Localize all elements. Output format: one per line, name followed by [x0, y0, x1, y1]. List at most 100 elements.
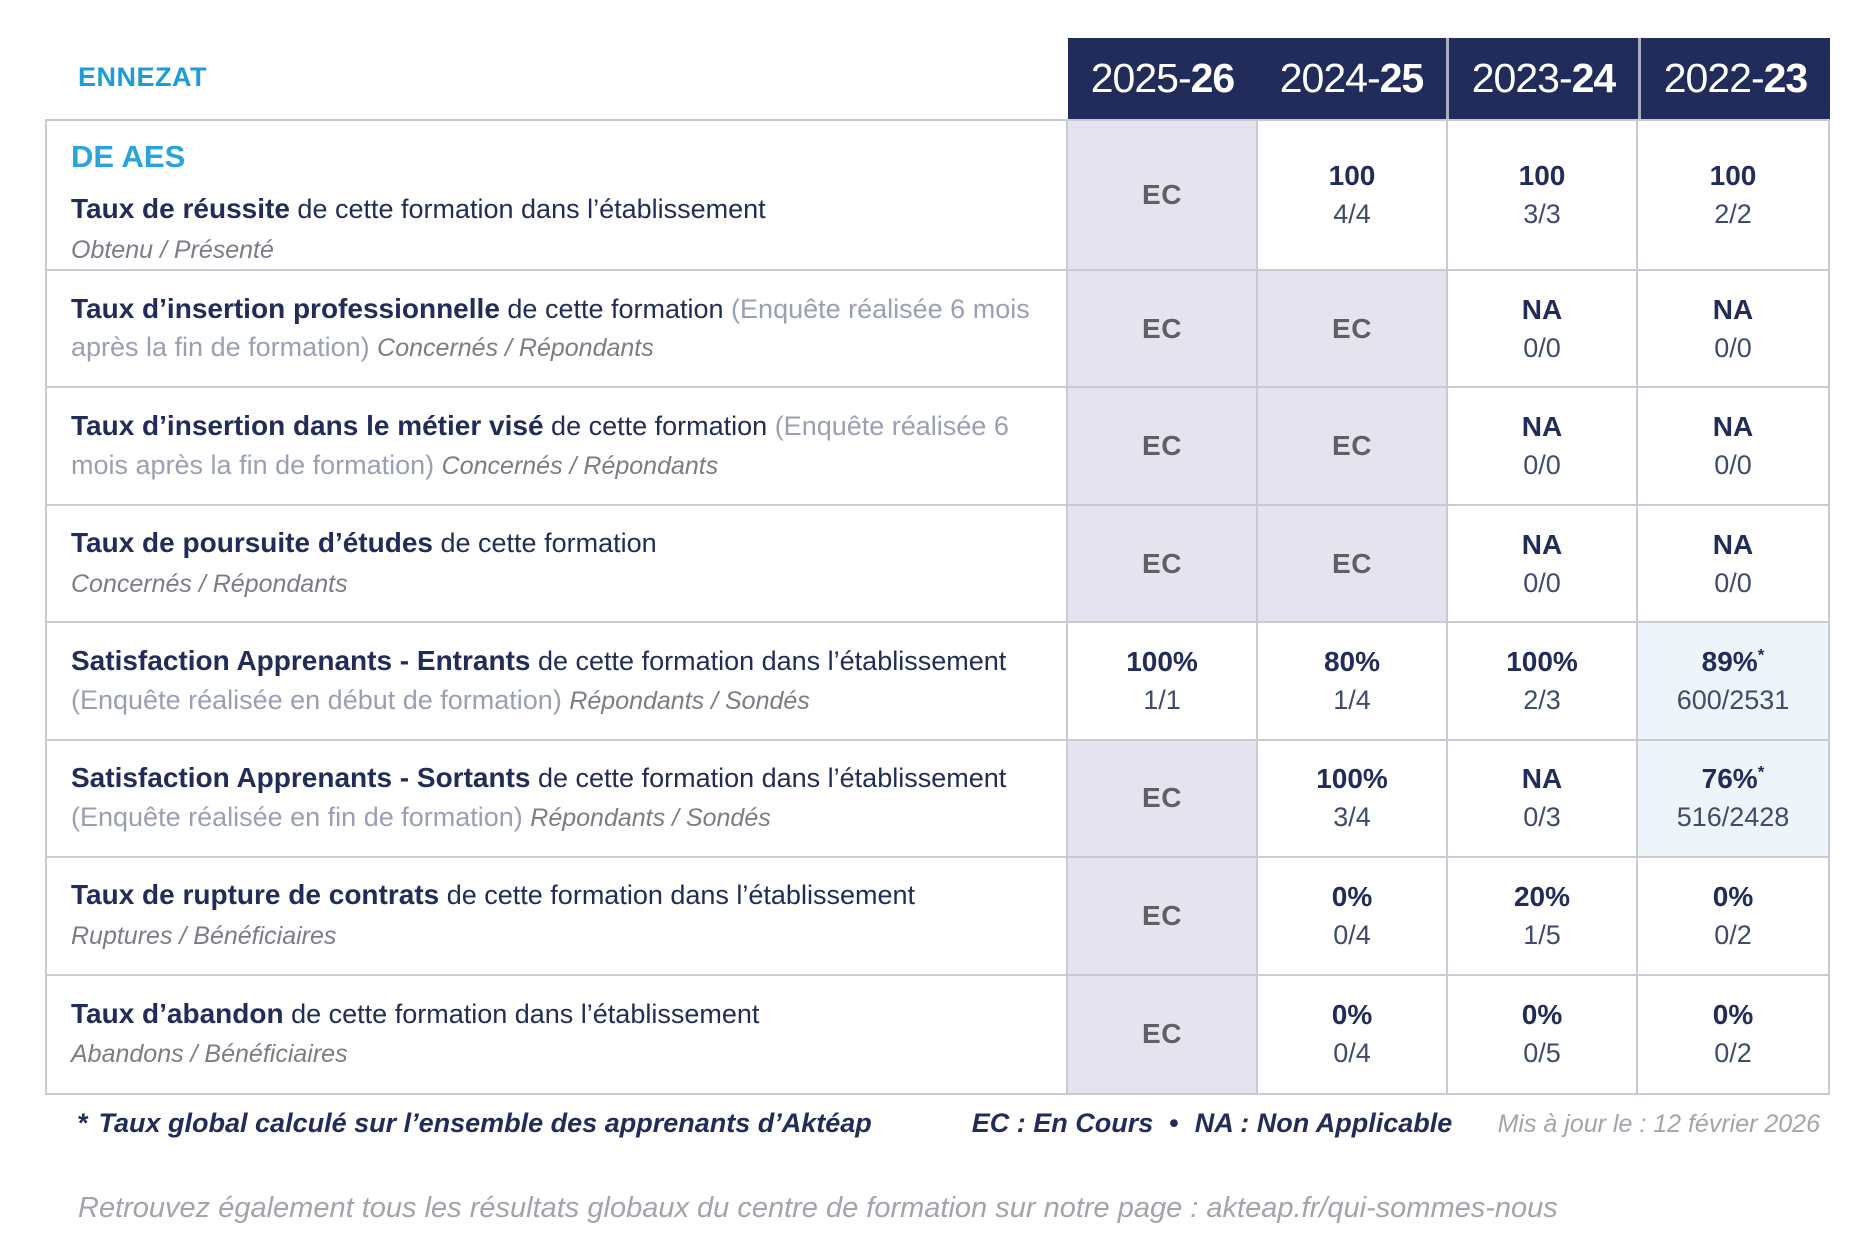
asterisk-marker: * — [1757, 645, 1765, 665]
year-prefix: 2025- — [1090, 55, 1192, 101]
cell-main-value: NA — [1713, 529, 1753, 561]
metric-description: de cette formation dans l’établissement — [538, 763, 1007, 794]
cell-ec: EC — [1258, 388, 1448, 506]
cell-main-value: 100% — [1316, 763, 1388, 795]
metric-survey-note: (Enquête réalisée 6 mois après la fin de… — [71, 293, 1030, 363]
metric-label: Taux de poursuite d’études de cette form… — [71, 523, 1040, 563]
year-suffix: 26 — [1190, 55, 1236, 101]
cell-main-value: 100 — [1710, 160, 1757, 192]
cell-ec: EC — [1068, 740, 1258, 859]
cell-main-value: 0% — [1332, 999, 1372, 1031]
cell-ec: EC — [1068, 271, 1258, 389]
cell-main-value: NA — [1522, 763, 1562, 795]
metric-survey-note: (Enquête réalisée en début de formation) — [71, 684, 562, 715]
metric-title: Satisfaction Apprenants - Entrants — [71, 644, 531, 676]
cell-main-value-text: 100% — [1316, 763, 1388, 795]
cell-value: 0% 0/4 — [1258, 858, 1448, 976]
cell-main-value: 0% — [1713, 881, 1753, 913]
cell-fraction: 0/0 — [1523, 450, 1561, 481]
legend-ec: EC : En Cours — [971, 1108, 1154, 1138]
metric-description: de cette formation dans l’établissement — [446, 880, 915, 911]
cell-main-value: 100% — [1506, 646, 1578, 678]
cell-main-value: 100% — [1126, 646, 1198, 678]
cell-main-value-text: NA — [1521, 763, 1563, 795]
cell-main-value: 100 — [1329, 160, 1376, 192]
cell-main-value: 20% — [1514, 881, 1570, 913]
ec-value: EC — [1332, 547, 1372, 579]
cell-main-value-text: 100 — [1328, 160, 1376, 191]
metric-ratio-caption: Répondants / Sondés — [530, 804, 771, 833]
year-suffix: 23 — [1763, 55, 1809, 101]
metric-ratio-caption: Obtenu / Présenté — [71, 235, 274, 264]
cell-value: 0% 0/4 — [1258, 975, 1448, 1093]
cell-ec: EC — [1068, 121, 1258, 271]
results-table: DE AES Taux de réussite de cette formatio… — [45, 119, 1830, 1095]
cell-main-value: 0% — [1332, 881, 1372, 913]
asterisk-symbol: * — [78, 1108, 89, 1138]
ec-value: EC — [1142, 782, 1182, 814]
cell-value: 0% 0/5 — [1448, 975, 1638, 1093]
cell-value: 100 3/3 — [1448, 121, 1638, 271]
cell-fraction: 0/0 — [1523, 332, 1561, 363]
cell-main-value: NA — [1522, 411, 1562, 443]
cell-value: 100% 2/3 — [1448, 623, 1638, 741]
cell-value: 100% 1/1 — [1068, 623, 1258, 741]
asterisk-marker: * — [1757, 763, 1765, 783]
asterisk-note-text: Taux global calculé sur l’ensemble des a… — [98, 1108, 872, 1138]
legend: EC : En Cours • NA : Non Applicable — [972, 1108, 1452, 1139]
site-label: ENNEZAT — [78, 62, 207, 92]
metric-label: Taux d’abandon de cette formation dans l… — [71, 994, 1040, 1034]
course-title: DE AES — [71, 139, 186, 174]
cell-value: 0% 0/2 — [1638, 976, 1828, 1093]
metric-title: Taux d’insertion professionnelle — [71, 292, 500, 324]
ec-value: EC — [1142, 312, 1182, 344]
cell-ec: EC — [1068, 505, 1258, 624]
metric-label: Taux d’insertion professionnelle de cett… — [71, 289, 1040, 367]
cell-fraction: 516/2428 — [1676, 802, 1790, 833]
ec-value: EC — [1142, 547, 1182, 579]
metric-survey-note: (Enquête réalisée en fin de formation) — [71, 802, 523, 833]
updated-date: Mis à jour le : 12 février 2026 — [1497, 1110, 1820, 1138]
year-prefix: 2024- — [1279, 55, 1381, 101]
metric-label: Taux d’insertion dans le métier visé de … — [71, 406, 1040, 484]
row-label: Satisfaction Apprenants - Sortants de ce… — [47, 740, 1068, 859]
ec-value: EC — [1142, 430, 1182, 462]
cell-fraction: 0/4 — [1333, 1038, 1371, 1069]
cell-main-value-text: NA — [1712, 528, 1754, 560]
year-col-2023-24: 2023- 24 — [1446, 38, 1638, 119]
year-header: 2025- 26 2024- 25 2023- 24 2022- 23 — [1068, 38, 1830, 119]
cell-ec: EC — [1258, 271, 1448, 389]
cell-fraction: 4/4 — [1333, 199, 1371, 229]
ec-value: EC — [1142, 179, 1182, 210]
year-col-2025-26: 2025- 26 — [1068, 38, 1257, 119]
cell-main-value-text: NA — [1521, 411, 1563, 443]
metric-ratio-caption: Abandons / Bénéficiaires — [71, 1040, 348, 1069]
metric-label: Taux de réussite de cette formation dans… — [71, 189, 1040, 229]
cell-ec: EC — [1068, 975, 1258, 1093]
metric-ratio-caption: Ruptures / Bénéficiaires — [71, 921, 337, 950]
ec-value: EC — [1142, 899, 1182, 931]
cell-main-value-text: 89% — [1701, 645, 1758, 677]
metric-title: Taux de réussite — [71, 193, 290, 225]
metric-title: Satisfaction Apprenants - Sortants — [71, 762, 531, 794]
cell-fraction: 3/4 — [1333, 802, 1371, 833]
metric-title: Taux de rupture de contrats — [71, 879, 440, 911]
cell-main-value-text: 100% — [1126, 645, 1198, 677]
cell-main-value-text: 0% — [1712, 880, 1754, 912]
metric-survey-note: (Enquête réalisée 6 mois après la fin de… — [71, 411, 1009, 480]
cell-main-value-text: 0% — [1331, 880, 1373, 912]
cell-value: 0% 0/2 — [1638, 858, 1828, 976]
cell-value: NA 0/0 — [1448, 505, 1638, 624]
footnote-row: * Taux global calculé sur l’ensemble des … — [78, 1108, 1820, 1139]
cell-value: NA 0/0 — [1638, 506, 1828, 624]
ec-value: EC — [1142, 1018, 1182, 1050]
cell-main-value: NA — [1713, 411, 1753, 443]
row-label: Taux de rupture de contrats de cette for… — [47, 858, 1068, 976]
cell-fraction: 2/3 — [1523, 684, 1561, 715]
cell-value: 100% 3/4 — [1258, 740, 1448, 859]
year-col-2022-23: 2022- 23 — [1638, 38, 1830, 119]
cell-fraction: 0/4 — [1333, 919, 1371, 950]
legend-separator: • — [1169, 1108, 1179, 1138]
cell-main-value-text: NA — [1712, 293, 1754, 325]
cell-main-value-text: 100% — [1506, 645, 1578, 677]
